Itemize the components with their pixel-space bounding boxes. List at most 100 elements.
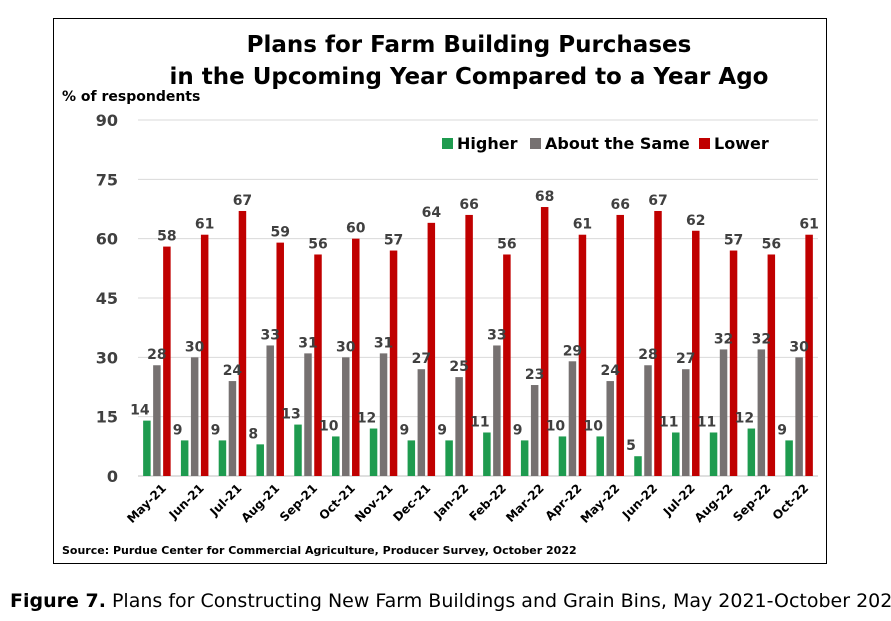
bar-about-the-same [342, 357, 350, 476]
y-tick-label: 45 [96, 289, 118, 308]
bar-lower [692, 230, 700, 476]
bar-about-the-same [153, 365, 161, 476]
data-label: 58 [157, 229, 176, 245]
data-label: 10 [546, 418, 566, 434]
bar-lower [427, 222, 436, 476]
bar-higher [445, 440, 453, 476]
x-tick-label: Mar-22 [503, 481, 547, 525]
bar-higher [747, 428, 756, 476]
y-tick-label: 60 [96, 230, 118, 249]
data-label: 61 [799, 217, 818, 233]
bar-higher [672, 432, 680, 476]
bar-higher [558, 436, 567, 476]
data-label: 5 [626, 438, 636, 454]
data-label: 24 [223, 363, 243, 379]
data-label: 10 [583, 418, 603, 434]
data-label: 11 [659, 414, 678, 430]
x-tick-label: May-21 [124, 481, 169, 526]
bar-about-the-same [795, 357, 803, 476]
data-label: 9 [173, 422, 183, 438]
legend-label: Lower [714, 134, 769, 153]
bar-lower [163, 246, 171, 476]
bar-higher [596, 436, 604, 476]
data-label: 56 [762, 236, 781, 252]
bar-about-the-same [379, 353, 388, 476]
figure-caption-text: Plans for Constructing New Farm Building… [105, 590, 891, 612]
data-label: 29 [563, 343, 582, 359]
x-tick-label: Nov-21 [352, 481, 396, 525]
bar-about-the-same [417, 369, 426, 476]
bar-about-the-same [455, 377, 463, 476]
x-tick-label: Jun-22 [619, 481, 660, 522]
x-tick-label: May-22 [578, 481, 623, 526]
chart-title-line2: in the Upcoming Year Compared to a Year … [170, 64, 769, 90]
data-label: 30 [789, 339, 809, 355]
data-label: 32 [714, 331, 733, 347]
data-label: 60 [346, 221, 366, 237]
data-label: 24 [600, 363, 620, 379]
data-label: 31 [298, 335, 317, 351]
bar-about-the-same [190, 357, 199, 476]
x-tick-label: Aug-22 [692, 481, 736, 525]
bar-about-the-same [493, 345, 501, 476]
bar-lower [616, 214, 624, 476]
grid [138, 119, 818, 477]
data-label: 30 [185, 339, 205, 355]
bar-about-the-same [266, 345, 274, 476]
data-label: 9 [211, 422, 221, 438]
bar-about-the-same [719, 349, 728, 476]
x-tick-label: Feb-22 [466, 481, 509, 524]
data-labels: 1428589306192467833591331561030601231579… [130, 189, 819, 454]
data-label: 9 [777, 422, 787, 438]
data-label: 12 [357, 411, 376, 427]
bar-lower [578, 234, 587, 476]
bar-lower [654, 210, 662, 476]
x-tick-label: Oct-21 [316, 481, 358, 523]
bar-lower [352, 238, 360, 476]
data-label: 33 [260, 327, 279, 343]
data-label: 9 [513, 422, 523, 438]
figure-caption: Figure 7. Plans for Constructing New Far… [10, 590, 891, 612]
data-label: 8 [248, 426, 258, 442]
bar-lower [767, 254, 776, 476]
bar-higher [256, 444, 264, 476]
legend-label: About the Same [545, 134, 690, 153]
bar-about-the-same [757, 349, 766, 476]
legend-swatch [530, 138, 541, 149]
chart-frame: Plans for Farm Building Purchases in the… [53, 18, 827, 564]
bar-higher [483, 432, 491, 476]
data-label: 67 [648, 193, 667, 209]
data-label: 27 [676, 351, 695, 367]
bar-about-the-same [304, 353, 312, 476]
bar-lower [540, 207, 549, 476]
bar-higher [407, 440, 416, 476]
y-tick-label: 90 [96, 111, 118, 130]
bar-higher [332, 436, 340, 476]
bar-lower [503, 254, 511, 476]
chart: Plans for Farm Building Purchases in the… [62, 32, 819, 557]
y-axis-label: % of respondents [62, 89, 200, 105]
x-tick-label: Sep-21 [277, 481, 320, 524]
figure-caption-label: Figure 7. [10, 590, 106, 612]
bar-lower [729, 250, 738, 476]
data-label: 56 [497, 236, 516, 252]
y-tick-label: 15 [96, 408, 118, 427]
data-label: 14 [130, 403, 150, 419]
data-label: 61 [573, 217, 592, 233]
bar-about-the-same [228, 381, 237, 476]
bar-about-the-same [644, 365, 652, 476]
bar-lower [389, 250, 398, 476]
data-label: 23 [525, 367, 544, 383]
data-label: 25 [449, 359, 468, 375]
data-label: 30 [336, 339, 356, 355]
bar-lower [805, 234, 813, 476]
y-tick-label: 75 [96, 170, 118, 189]
data-label: 59 [270, 225, 289, 241]
data-label: 68 [535, 189, 554, 205]
chart-title-line1: Plans for Farm Building Purchases [247, 32, 692, 58]
bar-higher [520, 440, 529, 476]
data-label: 9 [399, 422, 409, 438]
legend-swatch [442, 138, 453, 149]
data-label: 57 [724, 233, 743, 249]
bar-higher [218, 440, 227, 476]
